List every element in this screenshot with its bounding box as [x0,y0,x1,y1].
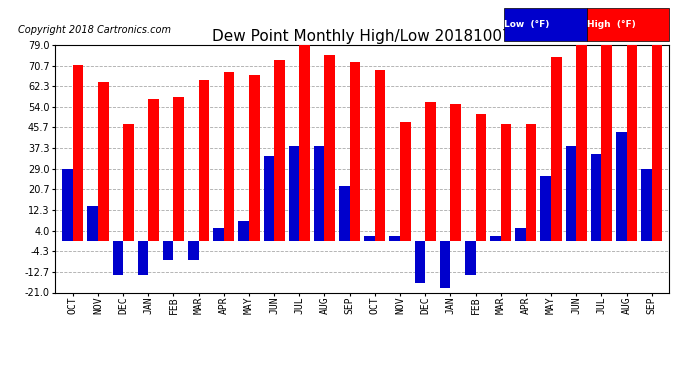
Bar [98,82,108,240]
Bar [62,169,73,240]
Bar [123,124,134,240]
Bar [339,186,350,240]
Bar [173,97,184,240]
Bar [515,228,526,240]
Bar [163,240,173,260]
Bar [224,72,235,240]
Bar [73,65,83,240]
Bar [465,240,475,275]
Text: Copyright 2018 Cartronics.com: Copyright 2018 Cartronics.com [19,25,171,35]
Bar [451,104,461,240]
Bar [576,45,586,240]
Bar [475,114,486,240]
Bar [540,176,551,240]
Bar [213,228,224,240]
Bar [239,221,249,240]
Bar [641,169,651,240]
Bar [616,132,627,240]
Bar [112,240,123,275]
Bar [274,60,285,240]
Bar [88,206,98,240]
Title: Dew Point Monthly High/Low 20181007: Dew Point Monthly High/Low 20181007 [213,29,512,44]
Bar [526,124,536,240]
Bar [324,55,335,240]
Bar [400,122,411,240]
Bar [425,102,436,240]
Bar [490,236,501,240]
Bar [199,80,209,240]
Bar [375,70,386,240]
Bar [249,75,259,240]
Bar [566,147,576,240]
Bar [288,147,299,240]
Text: Low  (°F): Low (°F) [504,20,550,29]
Text: High  (°F): High (°F) [587,20,636,29]
Bar [264,156,274,240]
Bar [350,62,360,240]
Bar [299,45,310,240]
Bar [415,240,425,283]
Bar [627,45,637,240]
Bar [591,154,602,240]
Bar [551,57,562,240]
Bar [364,236,375,240]
Bar [138,240,148,275]
Bar [314,147,324,240]
Bar [188,240,199,260]
Bar [501,124,511,240]
Bar [389,236,400,240]
Bar [602,45,612,240]
Bar [651,45,662,240]
Bar [148,99,159,240]
Bar [440,240,451,288]
